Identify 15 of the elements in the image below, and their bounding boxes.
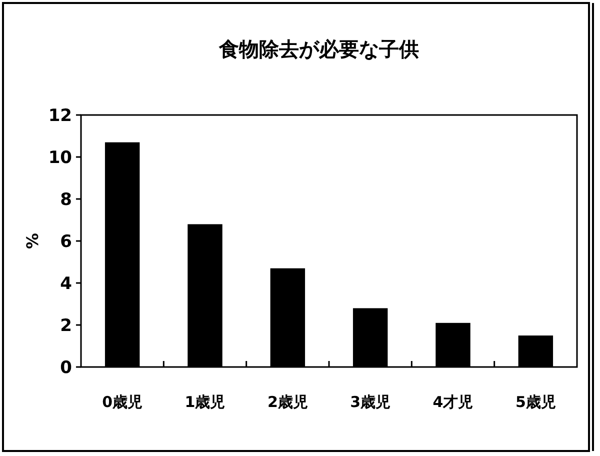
y-tick-label: 8 bbox=[60, 190, 72, 210]
x-tick-label: 3歳児 bbox=[350, 393, 391, 411]
x-tick-label: 5歳児 bbox=[515, 393, 556, 411]
x-tick-label: 0歳児 bbox=[102, 393, 143, 411]
y-tick-label: 4 bbox=[60, 274, 72, 294]
y-tick-label: 6 bbox=[60, 232, 72, 252]
y-tick-label: 10 bbox=[48, 148, 72, 168]
x-tick-label: 4才児 bbox=[432, 393, 474, 411]
x-tick-label: 2歳児 bbox=[267, 393, 308, 411]
x-tick-label: 1歳児 bbox=[184, 393, 226, 411]
chart-title: 食物除去が必要な子供 bbox=[218, 37, 419, 61]
y-tick-label: 12 bbox=[48, 106, 72, 126]
y-tick-label: 2 bbox=[60, 316, 72, 336]
y-axis-title: % bbox=[23, 232, 42, 250]
y-tick-label: 0 bbox=[60, 358, 72, 378]
